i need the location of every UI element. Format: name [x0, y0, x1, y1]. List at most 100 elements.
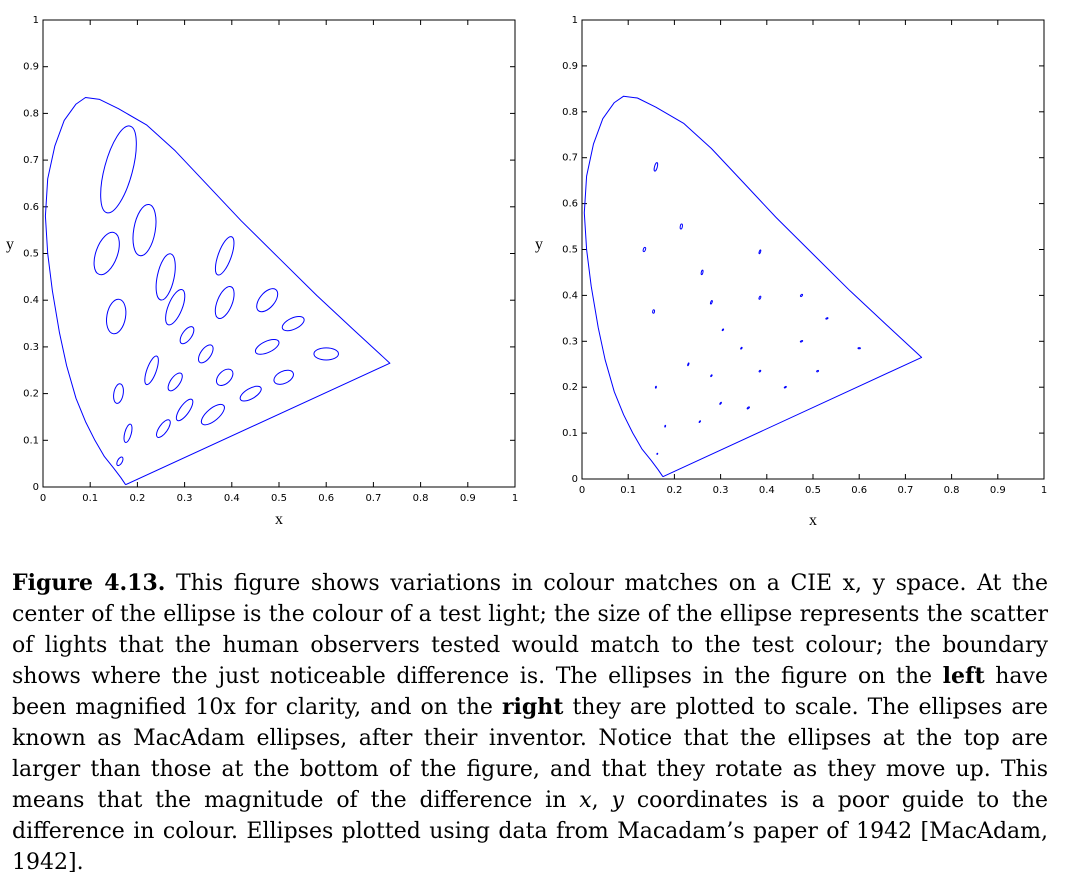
x-tick-label: 1: [1041, 485, 1047, 496]
macadam-ellipse: [93, 231, 120, 276]
macadam-ellipse: [106, 298, 127, 335]
x-tick-label: 0.8: [413, 493, 429, 504]
plot-frame: [42, 19, 516, 488]
macadam-ellipse: [652, 309, 656, 314]
macadam-ellipse: [710, 374, 713, 378]
macadam-ellipse: [167, 372, 183, 392]
plot-frame: [581, 19, 1045, 480]
macadam-ellipse: [116, 456, 124, 467]
macadam-ellipse: [239, 385, 262, 402]
macadam-ellipse: [123, 423, 133, 443]
y-tick-label: 0.3: [562, 336, 578, 347]
x-tick-label: 0: [40, 493, 46, 504]
macadam-ellipse: [746, 406, 750, 410]
y-tick-label: 0: [572, 474, 578, 485]
y-tick-label: 0: [33, 482, 39, 493]
y-tick-label: 0.7: [23, 155, 39, 166]
caption-text-4: coordinates is a poor guide to the diffe…: [12, 788, 1049, 875]
caption-text-2: have been magnified 10x for clarity, and…: [12, 664, 1048, 720]
x-tick-label: 0.2: [666, 485, 682, 496]
x-tick-label: 0.1: [620, 485, 636, 496]
macadam-ellipse: [654, 385, 657, 389]
y-tick-label: 0.8: [562, 107, 578, 118]
x-tick-label: 0.8: [944, 485, 960, 496]
macadam-ellipse: [799, 340, 804, 343]
macadam-ellipse: [113, 383, 124, 404]
macadam-ellipse: [214, 236, 235, 276]
macadam-ellipse: [254, 339, 280, 355]
macadam-ellipse: [687, 362, 690, 367]
macadam-ellipse: [656, 452, 659, 455]
macadam-ellipse: [273, 369, 294, 385]
macadam-ellipse: [144, 355, 159, 386]
y-tick-label: 0.5: [562, 245, 578, 256]
macadam-ellipse: [758, 369, 762, 373]
x-tick-label: 0.3: [177, 493, 193, 504]
macadam-ellipse: [719, 401, 722, 405]
y-tick-label: 0.5: [23, 249, 39, 260]
x-axis-label: x: [275, 511, 283, 528]
x-tick-label: 0: [579, 485, 585, 496]
chart-right: 0 0.1 0.2 0.3 0.4 0.5 0.6 0.7 0.8 0.9 1 0 0.1 0.2 0.3 0…: [535, 15, 1047, 529]
x-tick-label: 0.6: [851, 485, 867, 496]
x-tick-label: 1: [512, 493, 518, 504]
macadam-ellipse: [825, 317, 829, 320]
caption-text-1: This figure shows variations in colour m…: [12, 571, 1048, 689]
caption-text-3: they are plotted to scale. The ellipses …: [12, 695, 1048, 813]
x-tick-label: 0.7: [365, 493, 381, 504]
macadam-ellipse: [165, 288, 186, 326]
caption-x-var: x: [579, 788, 592, 813]
figure-caption: Figure 4.13. This figure shows variation…: [12, 568, 1048, 878]
y-tick-label: 0.4: [562, 290, 578, 301]
macadam-ellipse: [155, 253, 176, 301]
y-tick-label: 0.2: [23, 389, 39, 400]
macadam-ellipse: [214, 286, 235, 319]
macadam-ellipse: [281, 315, 305, 332]
y-tick-label: 0.3: [23, 342, 39, 353]
macadam-ellipse: [816, 369, 820, 373]
macadam-ellipse: [758, 295, 762, 300]
macadam-ellipse: [313, 347, 339, 361]
y-tick-label: 0.8: [23, 108, 39, 119]
y-tick-label: 0.9: [562, 61, 578, 72]
y-tick-label: 1: [572, 15, 578, 26]
macadam-ellipse: [175, 398, 194, 422]
macadam-ellipse: [653, 162, 659, 172]
x-tick-label: 0.7: [897, 485, 913, 496]
x-tick-label: 0.4: [224, 493, 240, 504]
x-tick-label: 0.5: [271, 493, 287, 504]
caption-left: left: [942, 663, 985, 689]
figure-plots: 0 0.1 0.2 0.3 0.4 0.5 0.6 0.7 0.8 0.9 1 0 0.1 0.2 0.3 0…: [6, 15, 1047, 529]
y-tick-label: 0.4: [23, 295, 39, 306]
x-axis-label: x: [809, 512, 817, 529]
caption-y-var: y: [611, 788, 624, 813]
x-tick-label: 0.6: [318, 493, 334, 504]
macadam-ellipse: [721, 328, 725, 332]
macadam-ellipse: [857, 347, 861, 350]
spectral-locus-boundary: [44, 97, 391, 486]
macadam-ellipse: [132, 203, 157, 257]
caption-comma: ,: [591, 788, 612, 813]
y-tick-label: 0.1: [23, 435, 39, 446]
macadam-ellipse: [799, 293, 804, 298]
macadam-ellipse: [709, 300, 713, 305]
chart-left: 0 0.1 0.2 0.3 0.4 0.5 0.6 0.7 0.8 0.9 1 0 0.1 0.2 0.3 0…: [6, 15, 518, 528]
macadam-ellipse: [758, 249, 762, 255]
macadam-ellipse: [698, 420, 701, 423]
x-tick-label: 0.5: [805, 485, 821, 496]
macadam-ellipse: [700, 269, 704, 276]
macadam-ellipse: [215, 368, 234, 387]
x-tick-label: 0.4: [759, 485, 775, 496]
macadam-ellipse: [156, 419, 171, 438]
x-tick-label: 0.3: [713, 485, 729, 496]
y-tick-label: 0.6: [23, 202, 39, 213]
caption-label: Figure 4.13.: [12, 570, 166, 596]
x-tick-label: 0.1: [82, 493, 98, 504]
spectral-locus-boundary: [583, 95, 923, 478]
y-tick-label: 0.1: [562, 428, 578, 439]
macadam-ellipse: [664, 424, 667, 428]
y-tick-label: 0.2: [562, 382, 578, 393]
y-axis-label: y: [6, 236, 14, 253]
caption-right: right: [501, 694, 564, 720]
macadam-ellipse: [642, 246, 647, 253]
